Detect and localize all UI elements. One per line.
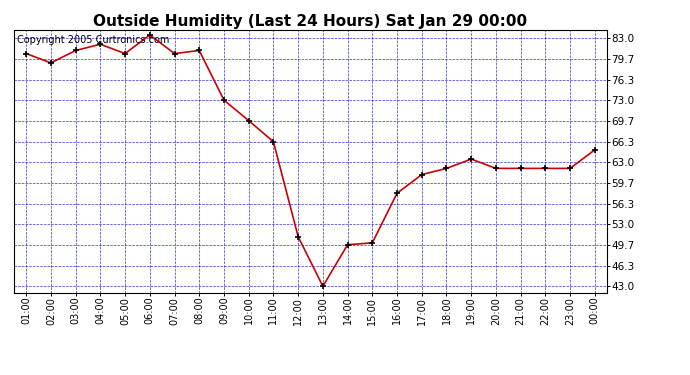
Text: Copyright 2005 Curtronics.com: Copyright 2005 Curtronics.com: [17, 35, 169, 45]
Title: Outside Humidity (Last 24 Hours) Sat Jan 29 00:00: Outside Humidity (Last 24 Hours) Sat Jan…: [93, 14, 528, 29]
